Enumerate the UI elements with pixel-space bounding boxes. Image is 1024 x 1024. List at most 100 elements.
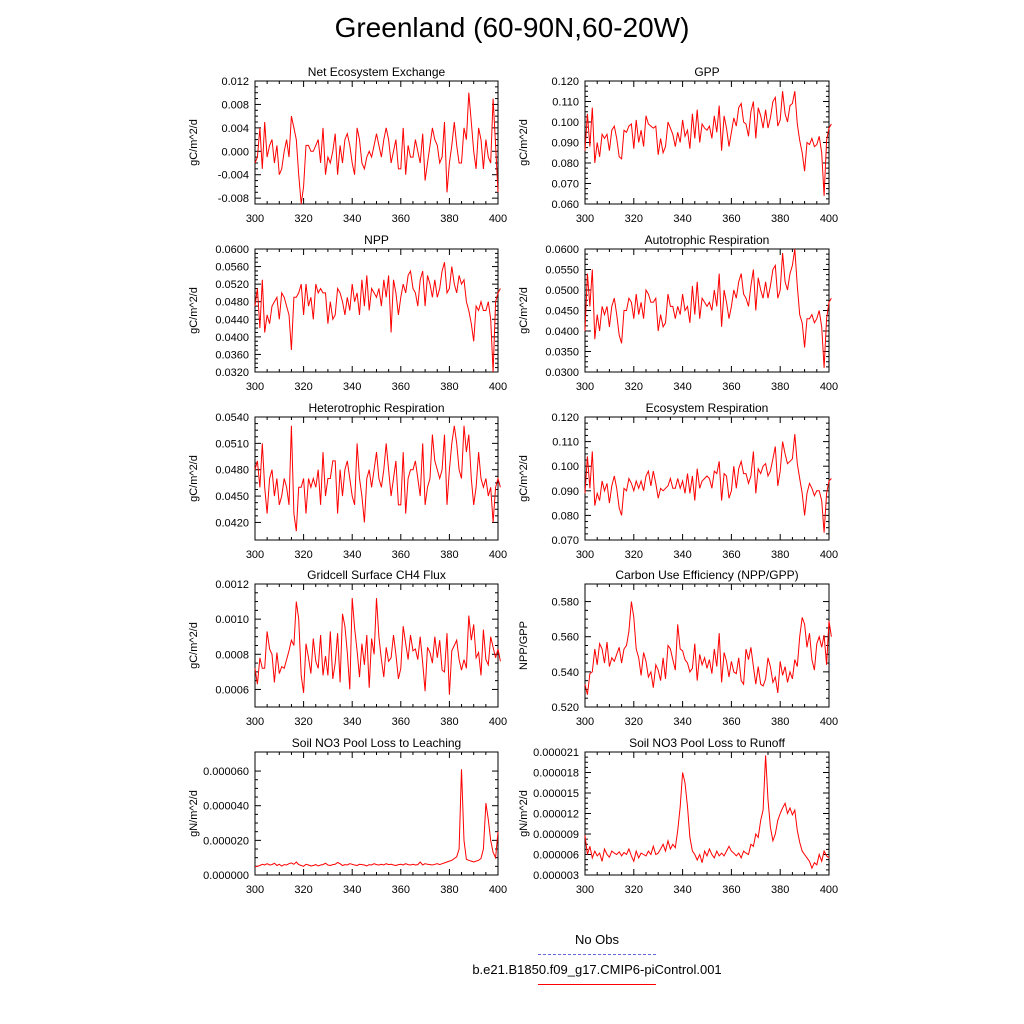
panel-title: Soil NO3 Pool Loss to Runoff [629, 736, 786, 750]
y-tick-label: 0.000009 [533, 829, 579, 841]
y-tick-label: 0.0300 [545, 367, 579, 379]
x-tick-label: 380 [440, 884, 458, 896]
x-tick-label: 360 [392, 381, 410, 393]
x-tick-label: 300 [246, 213, 264, 225]
x-tick-label: 340 [343, 213, 361, 225]
x-tick-label: 360 [392, 549, 410, 561]
x-tick-label: 360 [722, 549, 740, 561]
legend-obs-line [538, 954, 656, 955]
panel-5: Heterotrophic Respiration 300 320 340 360 380… [188, 401, 507, 561]
x-tick-label: 380 [440, 381, 458, 393]
x-tick-label: 360 [392, 716, 410, 728]
x-tick-label: 360 [392, 884, 410, 896]
x-tick-label: 380 [771, 549, 789, 561]
series-line [584, 755, 830, 870]
y-tick-label: 0.070 [551, 535, 579, 547]
plot-frame [254, 80, 499, 205]
x-tick-label: 300 [246, 884, 264, 896]
y-tick-label: 0.060 [551, 199, 579, 211]
legend-model-label: b.e21.B1850.f09_g17.CMIP6-piControl.001 [472, 962, 722, 977]
x-tick-label: 380 [440, 549, 458, 561]
plot-frame [584, 80, 830, 205]
y-tick-label: 0.070 [551, 179, 579, 191]
y-tick-label: 0.008 [221, 99, 249, 111]
y-tick-label: 0.000003 [533, 870, 579, 882]
series-line [254, 92, 499, 205]
x-tick-label: 400 [820, 716, 838, 728]
x-tick-label: 340 [343, 884, 361, 896]
panel-9: Soil NO3 Pool Loss to Leaching 300 320 340 3… [188, 736, 507, 896]
y-tick-label: 0.0560 [215, 262, 249, 274]
x-tick-label: 360 [392, 213, 410, 225]
y-axis-label: gC/m^2/d [188, 622, 200, 669]
series-line [254, 425, 501, 532]
y-tick-label: -0.008 [218, 193, 249, 205]
x-tick-label: 300 [576, 884, 594, 896]
y-tick-label: 0.560 [551, 632, 579, 644]
panel-7: Gridcell Surface CH4 Flux 300 320 340 360 380… [188, 568, 507, 728]
x-tick-label: 380 [771, 381, 789, 393]
panel-6: Ecosystem Respiration 300 320 340 360 380 400 0… [518, 401, 838, 561]
y-tick-label: 0.012 [221, 76, 249, 88]
x-tick-label: 320 [625, 549, 643, 561]
y-tick-label: 0.0400 [545, 326, 579, 338]
y-tick-label: 0.110 [552, 437, 579, 449]
y-tick-label: 0.000060 [203, 766, 249, 778]
series-line [254, 262, 501, 373]
panel-title: Carbon Use Efficiency (NPP/GPP) [615, 568, 798, 582]
x-tick-label: 340 [343, 549, 361, 561]
y-tick-label: 0.0480 [215, 465, 249, 477]
y-axis-label: gC/m^2/d [518, 287, 530, 334]
x-tick-label: 380 [440, 716, 458, 728]
y-tick-label: 0.000012 [533, 809, 579, 821]
panel-title: Soil NO3 Pool Loss to Leaching [292, 736, 461, 750]
legend-obs-label: No Obs [574, 932, 620, 947]
series-line [254, 598, 501, 695]
x-tick-label: 300 [576, 381, 594, 393]
x-tick-label: 360 [722, 716, 740, 728]
x-tick-label: 340 [673, 213, 691, 225]
y-tick-label: 0.0350 [545, 347, 579, 359]
y-tick-label: -0.004 [218, 170, 249, 182]
x-tick-label: 300 [246, 716, 264, 728]
y-tick-label: 0.100 [551, 117, 579, 129]
x-tick-label: 300 [576, 213, 594, 225]
x-tick-label: 400 [489, 381, 507, 393]
panel-title: Heterotrophic Respiration [308, 401, 444, 415]
y-tick-label: 0.000021 [533, 747, 579, 759]
panel-10: Soil NO3 Pool Loss to Runoff 300 320 340 360… [518, 736, 838, 896]
x-tick-label: 380 [771, 884, 789, 896]
panel-title: Gridcell Surface CH4 Flux [307, 568, 446, 582]
x-tick-label: 400 [489, 213, 507, 225]
y-tick-label: 0.000018 [533, 768, 579, 780]
y-axis-label: gC/m^2/d [518, 119, 530, 166]
y-tick-label: 0.0320 [215, 367, 249, 379]
series-line [584, 434, 832, 533]
y-tick-label: 0.000006 [533, 850, 579, 862]
y-tick-label: 0.100 [551, 461, 579, 473]
x-tick-label: 340 [673, 549, 691, 561]
y-tick-label: 0.004 [221, 123, 249, 135]
y-tick-label: 0.120 [551, 76, 579, 88]
panel-title: Autotrophic Respiration [645, 233, 770, 247]
x-tick-label: 400 [820, 213, 838, 225]
panel-title: NPP [364, 233, 389, 247]
y-tick-label: 0.120 [551, 412, 579, 424]
y-tick-label: 0.0420 [215, 517, 249, 529]
series-line [584, 91, 832, 196]
x-tick-label: 340 [673, 884, 691, 896]
y-tick-label: 0.0400 [215, 332, 249, 344]
panel-1: Net Ecosystem Exchange 300 320 340 360 380 400… [188, 65, 507, 225]
y-axis-label: gN/m^2/d [518, 790, 530, 837]
y-tick-label: 0.0010 [215, 614, 249, 626]
series-line [254, 769, 499, 868]
series-line [584, 248, 832, 368]
y-tick-label: 0.0510 [215, 438, 249, 450]
y-tick-label: 0.0360 [215, 349, 249, 361]
y-tick-label: 0.0450 [215, 491, 249, 503]
panel-title: Net Ecosystem Exchange [308, 65, 446, 79]
y-tick-label: 0.0500 [545, 285, 579, 297]
y-tick-label: 0.090 [551, 486, 579, 498]
y-tick-label: 0.000040 [203, 801, 249, 813]
y-axis-label: gC/m^2/d [188, 455, 200, 502]
